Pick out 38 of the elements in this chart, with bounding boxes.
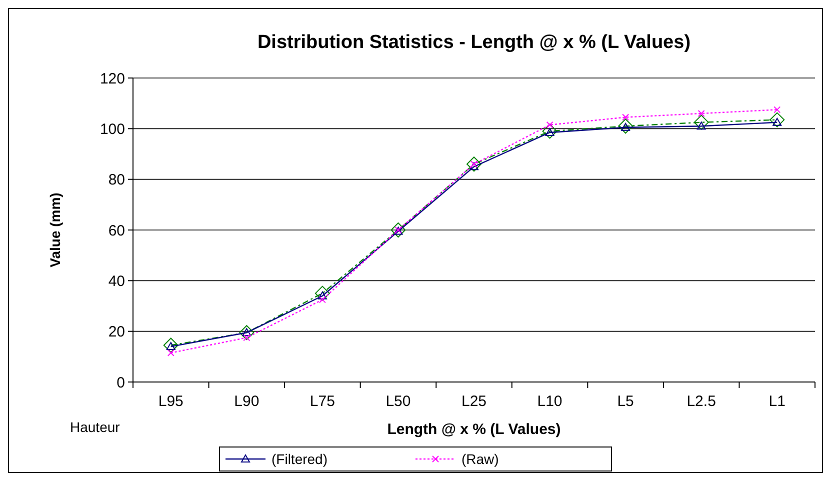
y-tick-label: 120 [100,70,125,88]
y-tick-label: 0 [116,374,125,392]
x-tick-label: L50 [386,393,411,410]
y-axis-title: Value (mm) [47,192,63,268]
y-tick-label: 20 [108,324,125,341]
y-tick-label: 100 [100,120,125,138]
x-tick-label: L2.5 [686,393,716,410]
text: Hauteur [70,419,120,435]
point [542,124,558,139]
x-tick-label: L90 [234,393,260,410]
point [546,121,554,128]
point [694,114,709,130]
x-tick-label: L1 [768,393,786,410]
point [770,112,785,128]
x-tick-label: L10 [537,393,562,410]
point [163,338,178,353]
x-axis-title: Length @ x % (L Values) [387,421,561,438]
point [774,106,781,114]
x-tick-label: L95 [158,393,184,410]
y-tick-label: 80 [108,172,125,189]
legend-label: (Filtered) [272,451,328,467]
point [314,286,330,301]
point [698,110,705,117]
x-tick-label: L75 [310,393,335,410]
x-tick-label: L25 [461,393,487,410]
point [239,325,254,340]
point [243,334,250,342]
point [390,222,406,238]
point [622,114,630,121]
x-tick-label: L5 [617,393,634,410]
point [167,349,174,356]
chart-title: Distribution Statistics - Length @ x % (L Values) [257,32,691,53]
y-tick-label: 40 [108,272,125,290]
y-tick-label: 60 [108,222,125,240]
point [318,296,326,304]
legend-label: (Raw) [462,451,499,467]
point [618,118,634,134]
point [466,156,482,172]
